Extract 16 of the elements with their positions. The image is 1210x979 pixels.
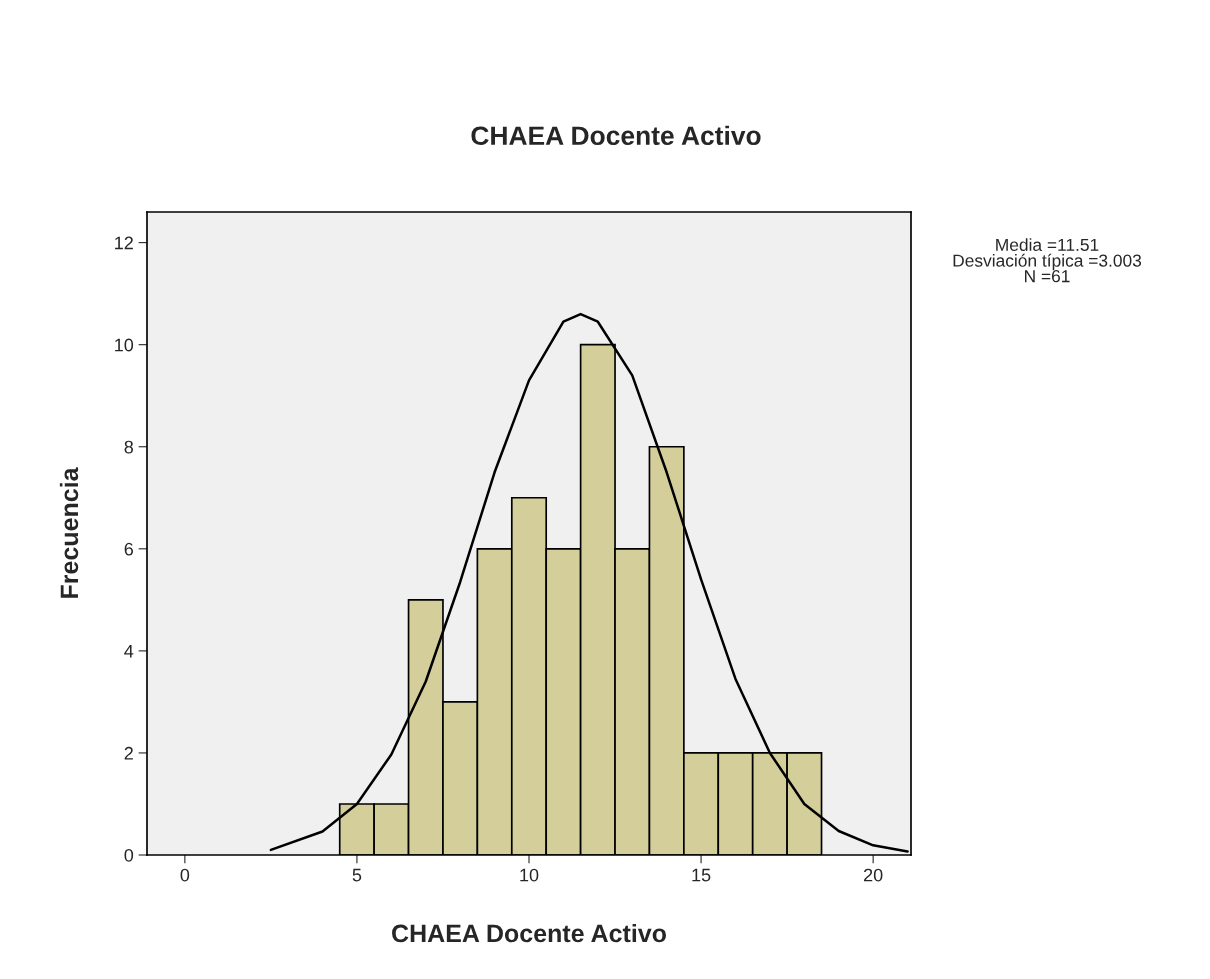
x-tick-label: 20	[864, 868, 883, 882]
x-axis-title: CHAEA Docente Activo	[392, 923, 666, 943]
x-tick-label: 5	[352, 868, 362, 882]
text: Media =11.51 Desviación típica =3.003 N =61	[953, 238, 1142, 283]
chart-title: CHAEA Docente Activo	[471, 125, 761, 146]
y-tick-label: 10	[115, 338, 134, 352]
y-tick-label: 4	[124, 644, 134, 658]
y-tick-label: 12	[115, 236, 133, 250]
y-tick-label: 2	[124, 746, 133, 760]
y-tick-label: 8	[124, 440, 134, 454]
x-tick-label: 10	[520, 868, 539, 882]
y-tick-label: 0	[124, 848, 134, 862]
y-tick-label: 6	[124, 542, 134, 556]
y-axis-title: Frecuencia	[59, 467, 79, 598]
x-tick-label: 0	[180, 868, 190, 882]
x-tick-label: 15	[692, 868, 711, 882]
